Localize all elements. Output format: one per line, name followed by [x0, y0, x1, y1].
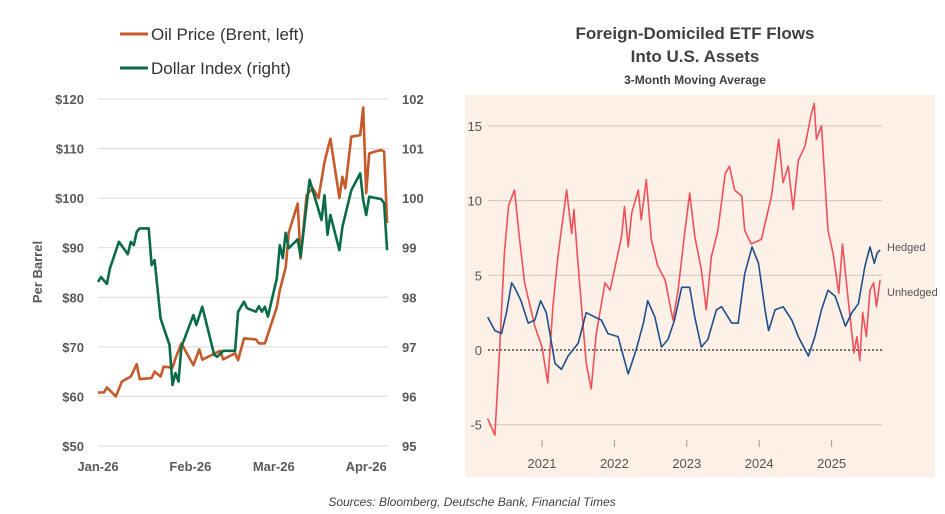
legend-label-dollar: Dollar Index (right): [151, 59, 291, 78]
x-tick-label: 2025: [817, 456, 846, 471]
series-line-hedged: [486, 246, 881, 375]
x-tick-label: Apr-26: [346, 459, 387, 474]
x-tick-label: 2024: [745, 456, 774, 471]
y-tick-label-left: $60: [62, 389, 84, 404]
x-tick-label: 2023: [672, 456, 701, 471]
left-series: [96, 106, 389, 398]
y-tick-label-right: 100: [402, 191, 424, 206]
series-line-dollar-index: [96, 172, 389, 387]
y-tick-label-right: 98: [402, 290, 416, 305]
y-tick-label-left: $90: [62, 241, 84, 256]
series-label-unhedged: Unhedged: [887, 287, 938, 299]
legend-label-oil: Oil Price (Brent, left): [151, 25, 304, 44]
y-tick-label-right: 95: [402, 439, 416, 454]
x-tick-label: 2021: [528, 456, 557, 471]
right-chart-background: [465, 95, 935, 477]
y-tick-label-left: $50: [62, 439, 84, 454]
series-line-oil-price: [98, 106, 389, 398]
y-tick-label: -5: [470, 418, 482, 433]
right-chart-subtitle: 3-Month Moving Average: [624, 73, 766, 87]
right-chart-title: Foreign-Domiciled ETF Flows: [576, 24, 815, 43]
y-tick-label: 0: [475, 343, 482, 358]
x-tick-label: Feb-26: [169, 459, 211, 474]
right-chart-title-line2: Into U.S. Assets: [631, 47, 760, 66]
series-line-unhedged: [486, 102, 881, 437]
right-series: [486, 102, 881, 437]
source-note: Sources: Bloomberg, Deutsche Bank, Finan…: [328, 495, 615, 509]
left-gridlines: $50 95 $60 96 $70 97 $80 98 $90 99 $100 100 $110 101 $…: [55, 92, 424, 474]
y-tick-label-left: $80: [62, 290, 84, 305]
x-tick-label: 2022: [600, 456, 629, 471]
y-tick-label-left: $100: [55, 191, 84, 206]
y-tick-label: 10: [468, 194, 482, 209]
y-tick-label-right: 102: [402, 92, 424, 107]
y-tick-label-right: 97: [402, 340, 416, 355]
y-tick-label-left: $70: [62, 340, 84, 355]
legend-left-chart: Oil Price (Brent, left) Dollar Index (ri…: [120, 25, 304, 78]
y-tick-label-right: 96: [402, 389, 416, 404]
y-tick-label: 5: [475, 268, 482, 283]
y-tick-label-left: $120: [55, 92, 84, 107]
y-tick-label-left: $110: [56, 142, 84, 157]
y-tick-label-right: 99: [402, 241, 416, 256]
y-tick-label: 15: [468, 119, 482, 134]
series-label-hedged: Hedged: [887, 242, 926, 254]
y-axis-label-left: Per Barrel: [30, 241, 45, 303]
x-tick-label: Jan-26: [77, 459, 118, 474]
x-tick-label: Mar-26: [253, 459, 295, 474]
y-tick-label-right: 101: [402, 142, 424, 157]
